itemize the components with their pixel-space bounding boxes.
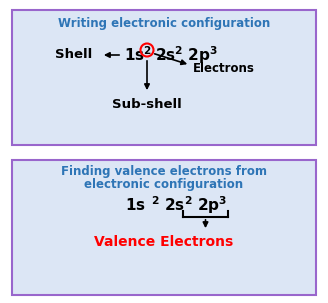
Text: electronic configuration: electronic configuration xyxy=(84,178,244,191)
Text: $\mathbf{1s\ ^{\,2}\ 2s^2\ 2p^3}$: $\mathbf{1s\ ^{\,2}\ 2s^2\ 2p^3}$ xyxy=(125,194,227,216)
Text: $\mathbf{1s}$: $\mathbf{1s}$ xyxy=(124,47,145,63)
FancyBboxPatch shape xyxy=(12,160,316,295)
FancyBboxPatch shape xyxy=(12,10,316,145)
Text: Finding valence electrons from: Finding valence electrons from xyxy=(61,165,267,178)
Text: Valence Electrons: Valence Electrons xyxy=(94,235,234,249)
Text: Writing electronic configuration: Writing electronic configuration xyxy=(58,17,270,30)
Text: Sub-shell: Sub-shell xyxy=(112,98,182,111)
Text: $\mathbf{2}$: $\mathbf{2}$ xyxy=(143,44,151,56)
Text: $\mathbf{2s^2\ 2p^3}$: $\mathbf{2s^2\ 2p^3}$ xyxy=(155,44,218,66)
Text: Shell: Shell xyxy=(55,48,92,62)
Text: Electrons: Electrons xyxy=(193,62,255,75)
